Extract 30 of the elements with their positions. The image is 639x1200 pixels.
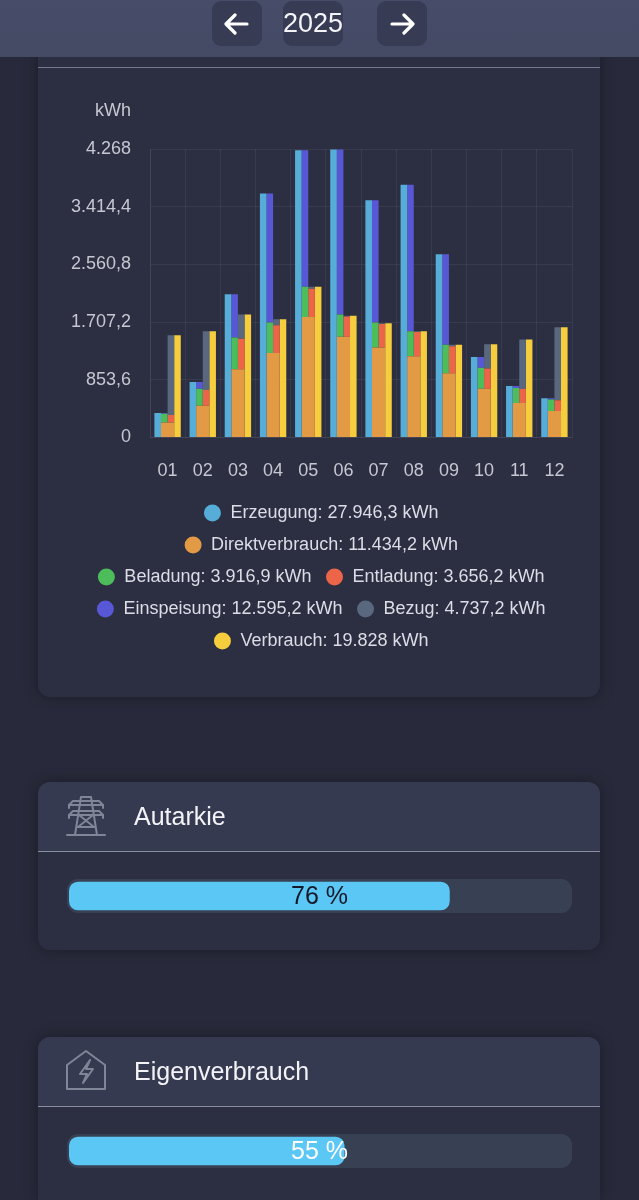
legend-label: Verbrauch: 19.828 kWh (240, 629, 429, 650)
x-tick-label: 11 (509, 460, 529, 481)
y-tick-label: 4.268 (85, 137, 131, 158)
y-axis-title: kWh (95, 99, 131, 120)
x-tick-label: 01 (157, 460, 178, 481)
y-tick-label: 3.414,4 (70, 195, 131, 216)
legend-label: Einspeisung: 12.595,2 kWh (123, 597, 343, 618)
x-tick-label: 09 (438, 460, 459, 481)
y-tick-label: 0 (120, 426, 131, 447)
chart-title: 2025 (282, 8, 344, 39)
legend-label: Erzeugung: 27.946,3 kWh (230, 501, 439, 522)
y-tick-label: 853,6 (85, 368, 131, 389)
legend-label: Direktverbrauch: 11.434,2 kWh (211, 533, 458, 554)
y-tick-label: 1.707,2 (70, 311, 131, 332)
x-tick-label: 06 (333, 460, 354, 481)
x-tick-label: 03 (227, 460, 248, 481)
x-tick-label: 04 (263, 460, 284, 481)
y-tick-label: 2.560,8 (70, 253, 131, 274)
x-tick-label: 05 (298, 460, 319, 481)
x-tick-label: 02 (192, 460, 213, 481)
legend-label: Beladung: 3.916,9 kWh (124, 565, 312, 586)
x-tick-label: 10 (474, 460, 495, 481)
x-tick-label: 07 (368, 460, 389, 481)
x-tick-label: 12 (544, 460, 565, 481)
text: Eigenverbrauch (134, 1056, 310, 1087)
legend-label: Entladung: 3.656,2 kWh (352, 565, 545, 586)
data-label: 76 % (291, 880, 348, 909)
text: Autarkie (134, 801, 226, 832)
legend-label: Bezug: 4.737,2 kWh (383, 597, 546, 618)
x-tick-label: 08 (403, 460, 424, 481)
